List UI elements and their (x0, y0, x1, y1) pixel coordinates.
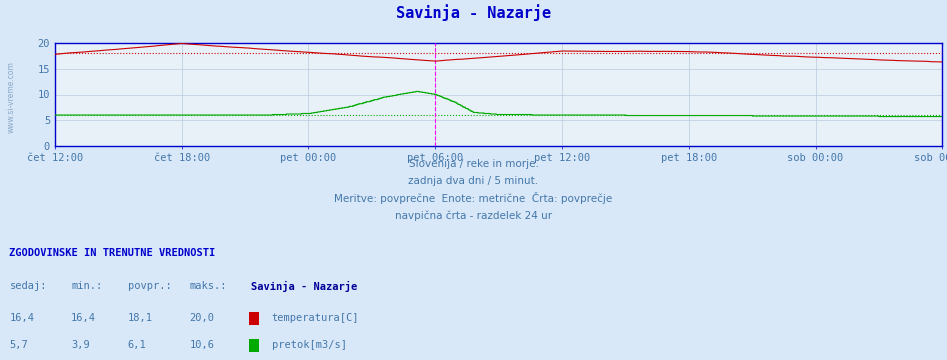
Text: maks.:: maks.: (189, 281, 227, 291)
Text: sedaj:: sedaj: (9, 281, 47, 291)
Text: www.si-vreme.com: www.si-vreme.com (7, 61, 16, 133)
Text: Savinja - Nazarje: Savinja - Nazarje (396, 4, 551, 21)
Text: 20,0: 20,0 (189, 313, 214, 323)
Text: 16,4: 16,4 (71, 313, 96, 323)
Text: ZGODOVINSKE IN TRENUTNE VREDNOSTI: ZGODOVINSKE IN TRENUTNE VREDNOSTI (9, 248, 216, 258)
Text: Meritve: povprečne  Enote: metrične  Črta: povprečje: Meritve: povprečne Enote: metrične Črta:… (334, 192, 613, 204)
Text: 3,9: 3,9 (71, 340, 90, 350)
Text: povpr.:: povpr.: (128, 281, 171, 291)
Text: zadnja dva dni / 5 minut.: zadnja dva dni / 5 minut. (408, 176, 539, 186)
Text: 5,7: 5,7 (9, 340, 28, 350)
Text: 10,6: 10,6 (189, 340, 214, 350)
Text: 6,1: 6,1 (128, 340, 147, 350)
Text: temperatura[C]: temperatura[C] (272, 313, 359, 323)
Text: 16,4: 16,4 (9, 313, 34, 323)
Text: 18,1: 18,1 (128, 313, 152, 323)
Text: pretok[m3/s]: pretok[m3/s] (272, 340, 347, 350)
Text: min.:: min.: (71, 281, 102, 291)
Text: navpična črta - razdelek 24 ur: navpična črta - razdelek 24 ur (395, 210, 552, 221)
Text: Savinja - Nazarje: Savinja - Nazarje (251, 281, 357, 292)
Text: Slovenija / reke in morje.: Slovenija / reke in morje. (408, 159, 539, 169)
